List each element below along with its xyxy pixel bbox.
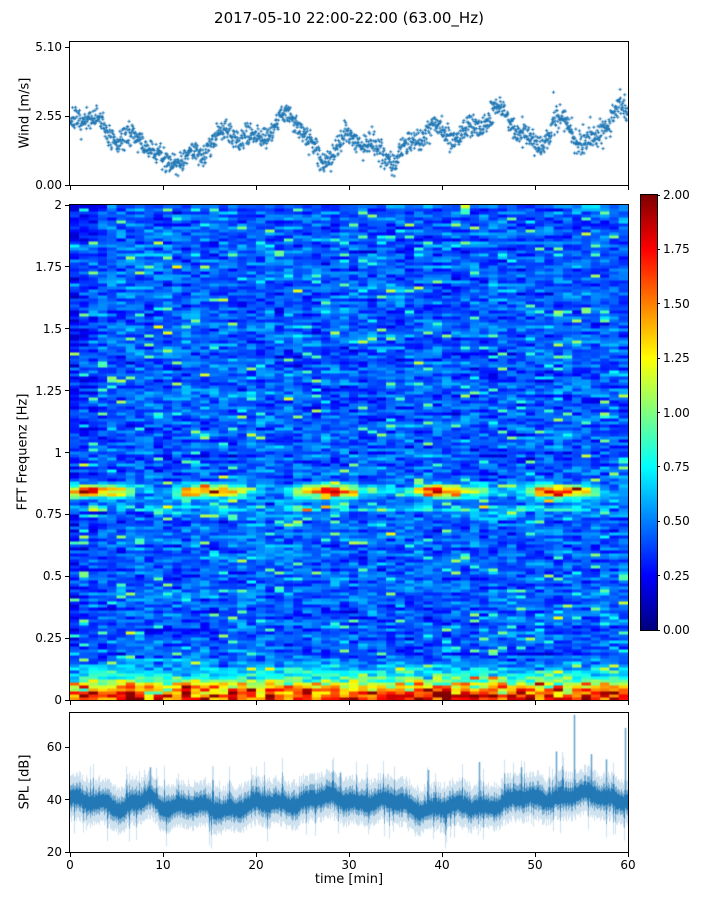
wind-panel (69, 41, 629, 186)
spectrogram-x-tick (627, 701, 629, 705)
spl-x-tick-label: 0 (66, 858, 74, 872)
wind-x-tick (162, 186, 164, 190)
spectrogram-y-tick-label: 0.5 (42, 569, 62, 584)
colorbar-tick (657, 194, 660, 196)
colorbar-tick-label: 1.00 (663, 405, 690, 420)
spl-x-tick (627, 853, 629, 857)
wind-y-tick-label: 2.55 (35, 109, 62, 123)
wind-scatter-canvas (70, 42, 628, 185)
colorbar (640, 194, 658, 631)
colorbar-tick-label: 0.50 (663, 514, 690, 529)
spectrogram-y-tick-label: 1.25 (35, 383, 62, 398)
wind-y-tick-label: 0.00 (35, 178, 62, 192)
x-axis-label: time [min] (314, 872, 384, 887)
spl-x-tick-label: 40 (434, 858, 450, 872)
spl-y-tick (65, 851, 69, 853)
colorbar-canvas (641, 195, 657, 630)
wind-y-tick (65, 184, 69, 186)
spectrogram-y-tick (65, 452, 69, 453)
wind-x-tick (627, 186, 629, 190)
wind-y-tick-label: 5.10 (35, 40, 62, 54)
colorbar-tick-label: 1.25 (663, 351, 690, 366)
spl-panel (69, 712, 629, 853)
spl-x-tick (441, 853, 443, 857)
spectrogram-canvas (70, 205, 628, 700)
colorbar-tick (657, 520, 660, 522)
wind-x-tick (69, 186, 71, 190)
colorbar-tick (657, 466, 660, 468)
colorbar-tick-label: 2.00 (663, 188, 690, 202)
spectrogram-y-tick-label: 2 (54, 198, 62, 212)
spectrogram-panel (69, 204, 629, 701)
spl-x-tick-label: 10 (155, 858, 171, 872)
spl-x-tick-label: 50 (527, 858, 543, 872)
spectrogram-y-tick (65, 266, 69, 268)
spectrogram-x-tick (162, 701, 164, 705)
spl-x-tick (348, 853, 350, 857)
spectrogram-y-tick-label: 1 (54, 445, 62, 460)
spl-x-tick (69, 853, 71, 857)
spl-x-tick (255, 853, 257, 857)
spectrogram-y-tick-label: 0.25 (35, 631, 62, 646)
colorbar-tick (657, 575, 660, 577)
wind-x-tick (255, 186, 257, 190)
spectrogram-x-tick (441, 701, 443, 705)
colorbar-tick (657, 629, 660, 631)
spectrogram-y-tick (65, 328, 69, 330)
spectrogram-x-tick (348, 701, 350, 705)
spectrogram-y-tick (65, 513, 69, 515)
spl-line-canvas (70, 713, 628, 852)
spectrogram-y-tick-label: 0 (54, 693, 62, 707)
colorbar-tick (657, 357, 660, 359)
spl-x-tick-label: 30 (341, 858, 357, 872)
spectrogram-x-tick (69, 701, 71, 705)
spl-y-tick-label: 40 (46, 792, 62, 807)
wind-y-tick (65, 46, 69, 48)
spectrogram-x-tick (255, 701, 257, 705)
colorbar-tick-label: 0.75 (663, 459, 690, 474)
wind-x-tick (348, 186, 350, 190)
spl-x-tick (534, 853, 536, 857)
wind-x-tick (534, 186, 536, 190)
spectrogram-y-tick-label: 1.5 (42, 321, 62, 336)
wind-y-tick (65, 115, 69, 117)
spl-y-tick-label: 20 (46, 845, 62, 859)
spectrogram-y-tick (65, 699, 69, 701)
spl-x-tick-label: 20 (248, 858, 264, 872)
spectrogram-y-tick-label: 1.75 (35, 259, 62, 274)
spl-x-tick (162, 853, 164, 857)
colorbar-tick-label: 1.75 (663, 242, 690, 257)
colorbar-tick-label: 1.50 (663, 296, 690, 311)
spl-y-tick (65, 746, 69, 748)
spectrogram-y-tick (65, 637, 69, 639)
colorbar-tick (657, 248, 660, 250)
spl-y-tick-label: 60 (46, 740, 62, 754)
spectrogram-y-tick-label: 0.75 (35, 507, 62, 522)
spl-y-tick (65, 799, 69, 800)
colorbar-tick-label: 0.00 (663, 623, 690, 637)
spectrogram-y-tick (65, 204, 69, 206)
colorbar-tick (657, 412, 660, 413)
colorbar-tick (657, 303, 660, 305)
wind-x-tick (441, 186, 443, 190)
chart-title: 2017-05-10 22:00-22:00 (63.00_Hz) (214, 9, 484, 27)
spectrogram-x-tick (534, 701, 536, 705)
colorbar-tick-label: 0.25 (663, 568, 690, 583)
spectrogram-y-tick (65, 390, 69, 392)
spl-x-tick-label: 60 (620, 858, 636, 872)
spectrogram-y-tick (65, 575, 69, 577)
